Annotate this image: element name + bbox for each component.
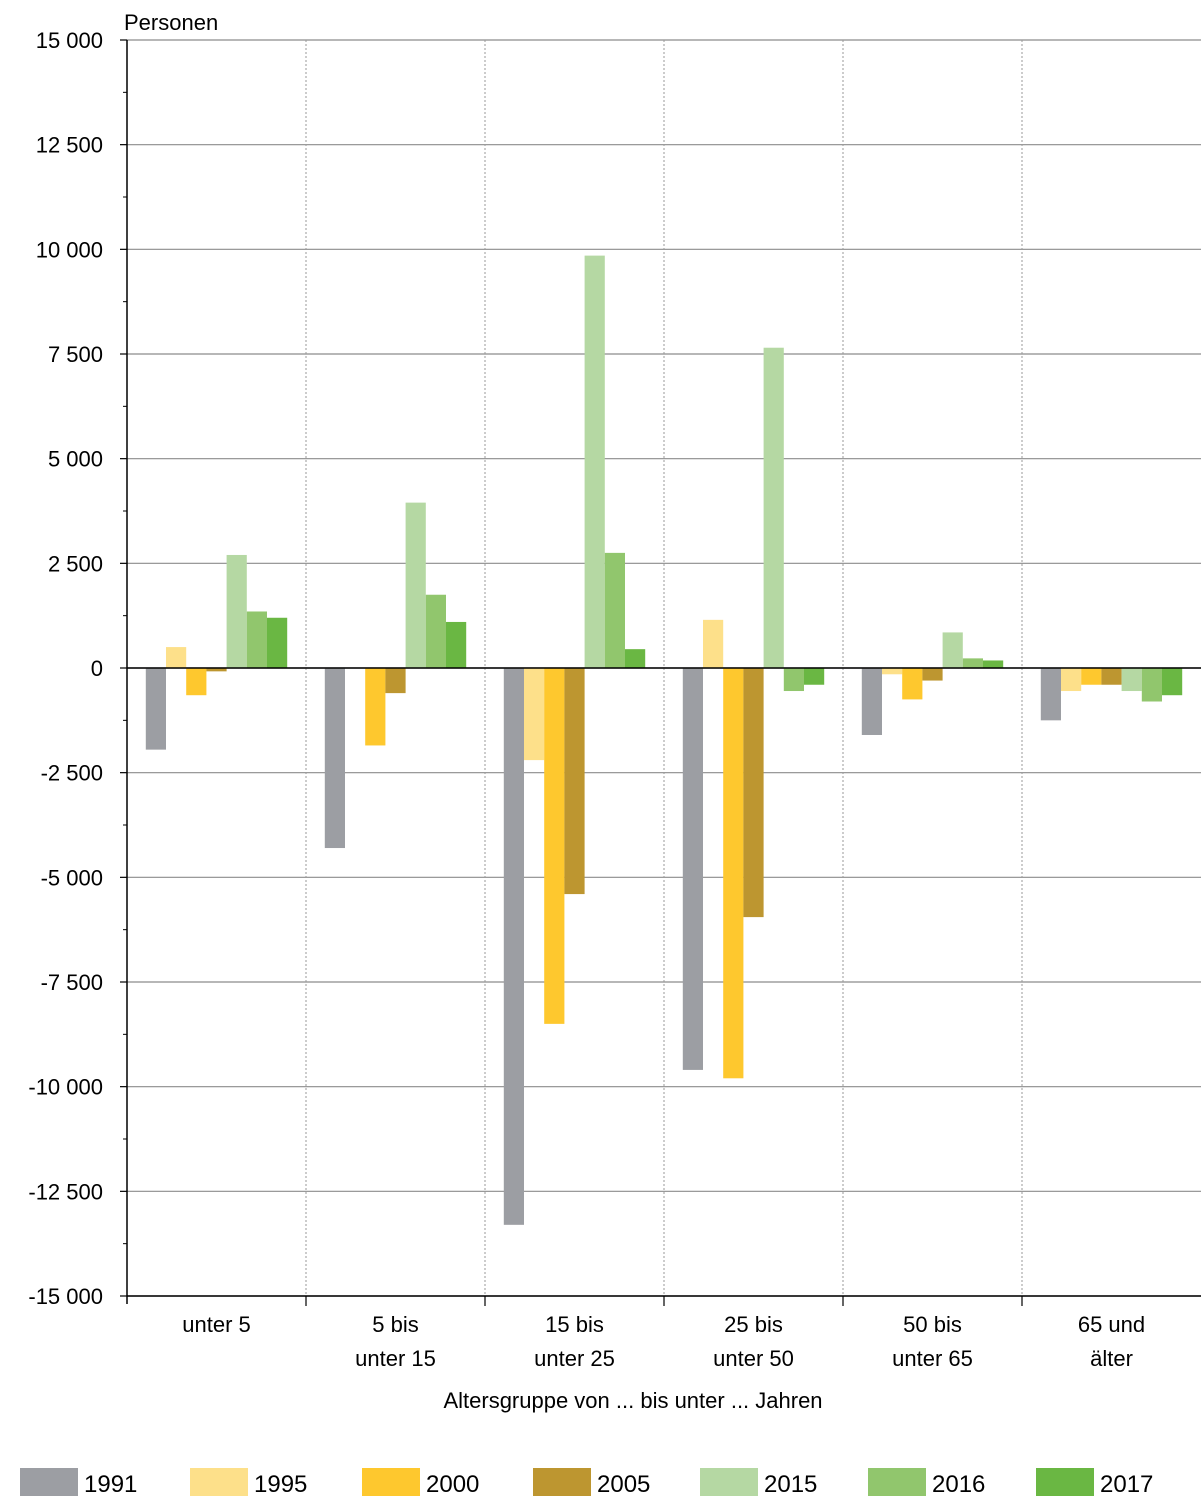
y-tick-label: 12 500 <box>36 133 103 158</box>
x-category-labels: unter 5 5 bis unter 15 15 bis unter 25 25 bis… <box>182 1312 1145 1371</box>
bar-1991 <box>861 668 882 735</box>
legend-label-2017: 2017 <box>1100 1471 1153 1496</box>
bar-2015 <box>405 502 426 668</box>
x-axis-title: Altersgruppe von ... bis unter ... Jahre… <box>443 1388 822 1413</box>
bar-1995 <box>166 647 187 668</box>
x-category-label: unter 50 <box>713 1346 794 1371</box>
x-category-label: unter 15 <box>355 1346 436 1371</box>
x-category-label: 50 bis <box>903 1312 962 1337</box>
bar-1995 <box>1061 668 1082 692</box>
y-tick-label: 10 000 <box>36 237 103 262</box>
bar-1995 <box>524 668 545 761</box>
y-tick-label: 7 500 <box>48 342 103 367</box>
bar-1991 <box>682 668 703 1070</box>
x-category-label: unter 5 <box>182 1312 251 1337</box>
x-category-label: 5 bis <box>372 1312 418 1337</box>
bar-2000 <box>723 668 744 1079</box>
legend-label-2016: 2016 <box>932 1471 985 1496</box>
bar-2016 <box>604 552 625 668</box>
bar-1991 <box>1040 668 1061 721</box>
y-tick-label: -7 500 <box>41 970 103 995</box>
x-category-label: unter 25 <box>534 1346 615 1371</box>
legend-swatch-1991 <box>20 1468 78 1496</box>
y-tick-label: -10 000 <box>28 1075 103 1100</box>
bar-2015 <box>226 554 247 668</box>
x-category-label: 65 und <box>1078 1312 1145 1337</box>
y-tick-label: 15 000 <box>36 28 103 53</box>
y-tick-label: 5 000 <box>48 447 103 472</box>
bar-2000 <box>365 668 386 746</box>
legend-label-2005: 2005 <box>597 1471 650 1496</box>
x-category-label: älter <box>1090 1346 1133 1371</box>
bar-2005 <box>922 668 943 681</box>
bar-2015 <box>1121 668 1142 692</box>
bar-1991 <box>145 668 166 750</box>
legend-label-1995: 1995 <box>254 1471 307 1496</box>
bar-1995 <box>703 619 724 668</box>
bar-2005 <box>385 668 406 694</box>
legend-swatch-2017 <box>1036 1468 1094 1496</box>
y-tick-label: 2 500 <box>48 551 103 576</box>
legend-swatch-2015 <box>700 1468 758 1496</box>
bar-2016 <box>1141 668 1162 702</box>
bar-1991 <box>503 668 524 1225</box>
bar-1991 <box>324 668 345 849</box>
legend-swatch-1995 <box>190 1468 248 1496</box>
x-category-label: unter 65 <box>892 1346 973 1371</box>
x-category-label: 25 bis <box>724 1312 783 1337</box>
bar-2005 <box>1101 668 1122 685</box>
y-tick-label: -15 000 <box>28 1284 103 1309</box>
bar-2005 <box>206 668 227 672</box>
bar-2005 <box>564 668 585 895</box>
bar-2000 <box>544 668 565 1024</box>
y-tick-labels: 15 000 12 500 10 000 7 500 5 000 2 500 0 -2 500… <box>28 28 103 1309</box>
y-axis-title: Personen <box>124 10 218 35</box>
legend-swatch-2016 <box>868 1468 926 1496</box>
x-category-label: 15 bis <box>545 1312 604 1337</box>
legend-swatch-2000 <box>362 1468 420 1496</box>
legend-label-2015: 2015 <box>764 1471 817 1496</box>
y-tick-label: -12 500 <box>28 1179 103 1204</box>
bar-2016 <box>425 594 446 668</box>
y-tick-label: -5 000 <box>41 865 103 890</box>
axes <box>120 39 1201 1306</box>
bar-2000 <box>1081 668 1102 685</box>
y-tick-label: 0 <box>91 656 103 681</box>
bar-2015 <box>942 632 963 668</box>
bar-2017 <box>267 617 288 668</box>
bar-2016 <box>962 658 983 668</box>
bar-2017 <box>446 621 467 668</box>
bar-2017 <box>625 649 646 668</box>
legend-swatch-2005 <box>533 1468 591 1496</box>
y-tick-label: -2 500 <box>41 761 103 786</box>
bar-2017 <box>1162 668 1183 696</box>
bar-2017 <box>804 668 825 685</box>
bar-2005 <box>743 668 764 918</box>
legend-label-2000: 2000 <box>426 1471 479 1496</box>
bar-2016 <box>783 668 804 692</box>
bar-2016 <box>246 611 267 668</box>
legend: 1991 1995 2000 2005 2015 2016 2017 <box>20 1468 1153 1496</box>
bar-2000 <box>186 668 207 696</box>
bar-2017 <box>983 660 1004 668</box>
legend-label-1991: 1991 <box>84 1471 137 1496</box>
bar-2015 <box>763 347 784 668</box>
bar-1995 <box>882 668 903 675</box>
bars <box>145 255 1183 1225</box>
bar-2000 <box>902 668 923 700</box>
bar-2015 <box>584 255 605 668</box>
